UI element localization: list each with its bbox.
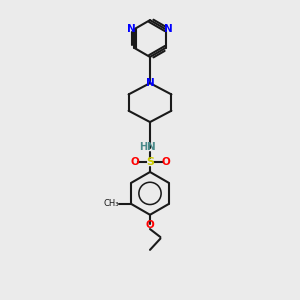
- Text: O: O: [161, 157, 170, 167]
- Text: N: N: [146, 77, 154, 88]
- Text: O: O: [146, 220, 154, 230]
- Text: H: H: [140, 142, 148, 152]
- Text: S: S: [146, 157, 154, 167]
- Text: N: N: [127, 24, 136, 34]
- Text: N: N: [164, 24, 173, 34]
- Text: CH₃: CH₃: [104, 199, 119, 208]
- Text: N: N: [147, 142, 156, 152]
- Text: O: O: [130, 157, 139, 167]
